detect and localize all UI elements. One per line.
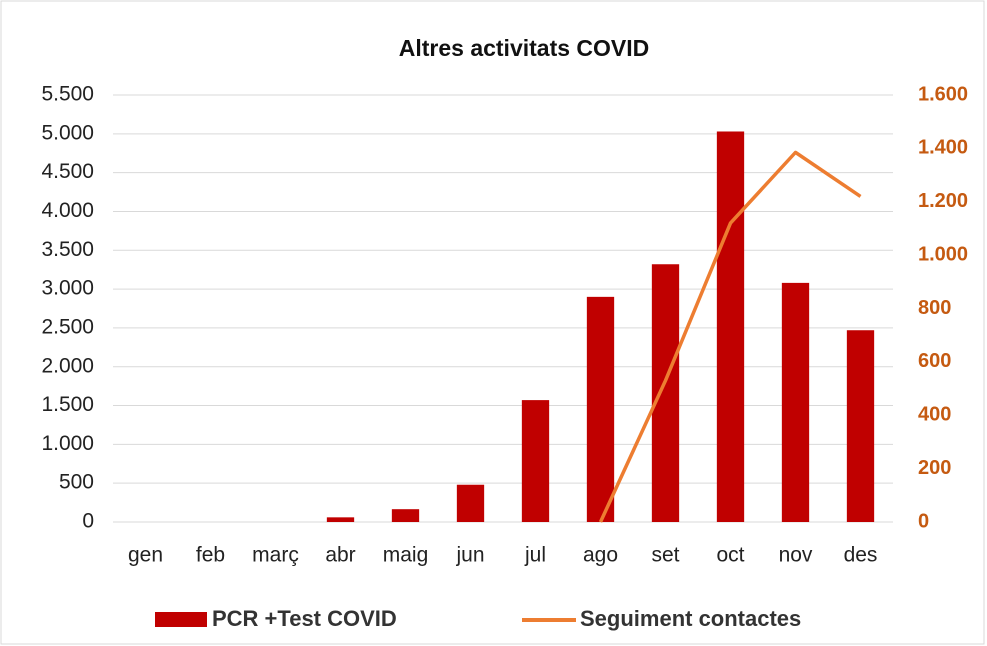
y-tick-label: 500 — [59, 471, 94, 494]
line-series — [598, 150, 862, 523]
x-tick-label: març — [252, 544, 299, 567]
y2-tick-label: 0 — [918, 510, 929, 532]
y2-tick-label: 1.400 — [918, 137, 968, 159]
bar — [846, 330, 875, 522]
x-tick-label: jun — [455, 544, 484, 567]
y-tick-label: 5.500 — [41, 83, 94, 106]
legend-swatch — [155, 612, 207, 627]
y2-tick-label: 1.000 — [918, 243, 968, 265]
x-tick-label: set — [651, 544, 679, 567]
bar — [586, 296, 615, 522]
y2-tick-label: 800 — [918, 297, 951, 319]
y2-tick-label: 1.600 — [918, 83, 968, 105]
bar — [456, 484, 485, 522]
y2-tick-label: 400 — [918, 404, 951, 426]
y-tick-label: 1.500 — [41, 393, 94, 416]
x-tick-label: maig — [383, 544, 429, 567]
y-tick-label: 1.000 — [41, 432, 94, 455]
x-tick-label: oct — [716, 544, 744, 567]
bar — [391, 509, 420, 522]
y2-tick-label: 200 — [918, 457, 951, 479]
y-tick-label: 4.500 — [41, 160, 94, 183]
y2-tick-label: 1.200 — [918, 190, 968, 212]
y-tick-label: 2.500 — [41, 315, 94, 338]
y2-tick-label: 600 — [918, 350, 951, 372]
bar — [716, 131, 745, 523]
x-tick-label: des — [844, 544, 878, 567]
legend-label: PCR +Test COVID — [212, 606, 397, 631]
x-tick-label: feb — [196, 544, 225, 567]
bar — [781, 282, 810, 522]
bar — [651, 264, 680, 522]
chart-title: Altres activitats COVID — [399, 35, 650, 61]
y-tick-label: 4.000 — [41, 199, 94, 222]
y-tick-label: 2.000 — [41, 354, 94, 377]
x-tick-label: nov — [779, 544, 813, 567]
y-tick-label: 3.500 — [41, 238, 94, 261]
y-tick-label: 3.000 — [41, 277, 94, 300]
x-tick-label: ago — [583, 544, 618, 567]
x-tick-label: jul — [524, 544, 546, 567]
legend-label: Seguiment contactes — [580, 606, 801, 631]
bar — [326, 517, 355, 522]
x-tick-label: gen — [128, 544, 163, 567]
bar — [521, 400, 550, 522]
x-tick-label: abr — [325, 544, 355, 567]
y-tick-label: 5.000 — [41, 121, 94, 144]
y-tick-label: 0 — [82, 510, 94, 533]
